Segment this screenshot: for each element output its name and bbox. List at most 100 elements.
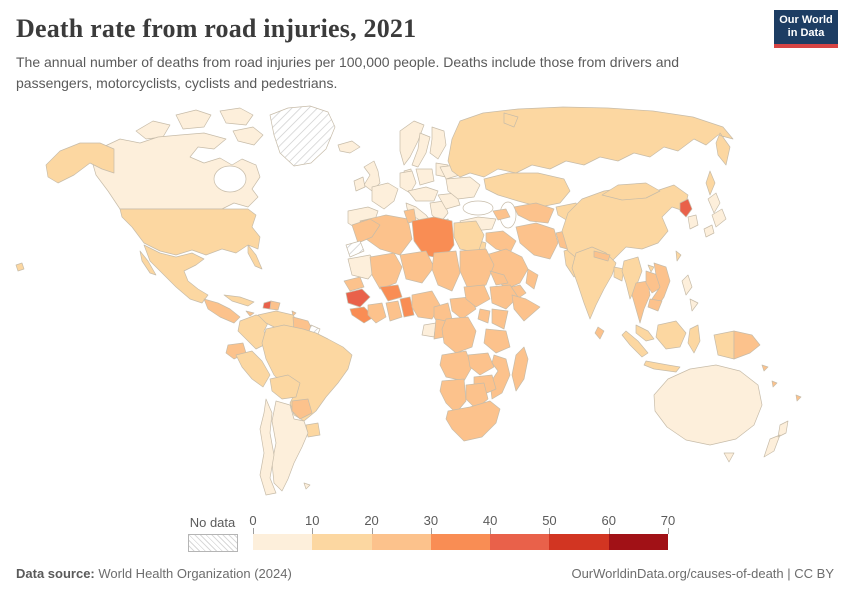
region-indonesia-java[interactable] [643, 360, 681, 373]
license-label[interactable]: CC BY [794, 566, 834, 581]
region-brazil[interactable] [261, 324, 353, 422]
region-alaska[interactable] [45, 142, 115, 184]
region-argentina[interactable] [271, 400, 309, 492]
region-indonesia-sulawesi[interactable] [687, 324, 701, 354]
region-malaysia[interactable] [635, 324, 655, 342]
region-angola[interactable] [439, 350, 473, 382]
region-russia[interactable] [447, 106, 734, 196]
region-nepal[interactable] [593, 250, 611, 262]
region-ukraine[interactable] [445, 176, 481, 200]
region-falkland-islands[interactable] [303, 482, 311, 490]
owid-logo[interactable]: Our World in Data [774, 10, 838, 48]
region-romania-bulgaria[interactable] [437, 192, 461, 210]
region-sri-lanka[interactable] [594, 326, 605, 340]
region-caucasus[interactable] [492, 208, 511, 221]
region-india[interactable] [571, 246, 617, 320]
region-turkmenistan-uzbekistan[interactable] [513, 202, 555, 224]
region-malawi-mozambique[interactable] [489, 354, 511, 400]
region-senegal-gambia[interactable] [343, 276, 365, 292]
region-finland[interactable] [429, 126, 447, 160]
region-france[interactable] [371, 182, 399, 210]
region-united-states[interactable] [15, 208, 263, 272]
region-cambodia[interactable] [647, 298, 663, 312]
region-democratic-republic-congo[interactable] [441, 316, 477, 354]
region-solomon-islands[interactable] [761, 364, 769, 372]
region-borneo[interactable] [655, 320, 687, 350]
region-norway[interactable] [399, 120, 425, 166]
region-japan[interactable] [703, 192, 727, 238]
region-indonesia-papua[interactable] [713, 330, 735, 360]
region-south-korea[interactable] [687, 214, 699, 230]
legend-bucket-30-40[interactable] [430, 534, 491, 550]
region-bangladesh[interactable] [613, 266, 625, 282]
region-mexico[interactable] [139, 244, 209, 304]
region-greenland-no-data[interactable] [269, 105, 336, 167]
region-eritrea-djibouti[interactable] [489, 270, 509, 286]
region-mongolia[interactable] [601, 182, 661, 201]
region-iceland[interactable] [337, 140, 361, 154]
legend-bucket-50-60[interactable] [549, 534, 609, 550]
region-central-america[interactable] [203, 298, 241, 324]
region-central-europe[interactable] [407, 186, 439, 202]
region-sudan[interactable] [459, 248, 495, 290]
region-kazakhstan[interactable] [483, 172, 571, 208]
owid-link[interactable]: OurWorldinData.org/causes-of-death [571, 566, 784, 581]
region-uruguay[interactable] [305, 422, 321, 438]
region-tanzania[interactable] [483, 328, 511, 354]
region-nigeria[interactable] [411, 290, 441, 320]
region-australia[interactable] [653, 364, 763, 446]
region-niger[interactable] [399, 250, 435, 284]
region-chad[interactable] [431, 250, 461, 292]
legend-bucket-20-30[interactable] [371, 534, 431, 550]
region-burkina-faso[interactable] [379, 284, 403, 302]
region-kenya[interactable] [491, 308, 509, 330]
region-fiji[interactable] [795, 394, 802, 402]
region-tasmania[interactable] [723, 452, 735, 463]
region-jamaica[interactable] [245, 310, 255, 317]
region-indonesia-sumatra[interactable] [621, 330, 649, 358]
region-gabon[interactable] [421, 322, 437, 338]
region-north-korea[interactable] [679, 198, 693, 218]
region-germany[interactable] [399, 170, 417, 194]
region-ireland[interactable] [353, 176, 366, 192]
region-togo-benin[interactable] [399, 296, 415, 318]
region-poland[interactable] [415, 168, 435, 186]
region-papua-new-guinea[interactable] [733, 330, 761, 360]
region-ghana[interactable] [385, 300, 403, 322]
region-western-sahara-no-data[interactable] [345, 240, 365, 258]
legend-no-data-swatch[interactable] [188, 534, 238, 552]
region-philippines[interactable] [681, 274, 699, 312]
region-mali[interactable] [369, 252, 403, 290]
region-peru[interactable] [235, 350, 271, 388]
region-syria-iraq[interactable] [485, 230, 517, 254]
legend-bucket-0-10[interactable] [253, 534, 313, 550]
region-zambia[interactable] [467, 352, 495, 376]
region-uganda[interactable] [477, 308, 491, 324]
region-ivory-coast[interactable] [367, 302, 387, 324]
region-paraguay[interactable] [291, 398, 313, 420]
region-iran[interactable] [515, 222, 559, 260]
region-thailand[interactable] [631, 280, 651, 324]
region-somalia[interactable] [511, 294, 541, 322]
region-bolivia[interactable] [269, 374, 301, 400]
region-canada-arctic-islands[interactable] [135, 107, 264, 146]
region-south-africa[interactable] [445, 400, 501, 442]
legend-bucket-40-50[interactable] [490, 534, 550, 550]
region-south-sudan[interactable] [463, 284, 491, 308]
region-chile[interactable] [259, 398, 277, 496]
legend-bucket-10-20[interactable] [312, 534, 372, 550]
region-ethiopia[interactable] [489, 284, 519, 310]
region-canada[interactable] [91, 132, 261, 210]
region-dominican-republic[interactable] [269, 300, 281, 311]
region-taiwan[interactable] [675, 250, 682, 262]
region-oman[interactable] [525, 268, 539, 290]
region-cuba[interactable] [223, 294, 255, 307]
region-guinea[interactable] [345, 288, 371, 308]
region-madagascar[interactable] [511, 346, 529, 392]
region-namibia[interactable] [439, 378, 467, 414]
region-new-zealand[interactable] [763, 420, 789, 458]
region-vanuatu[interactable] [771, 380, 778, 388]
region-morocco[interactable] [351, 218, 381, 244]
legend-bucket-60-70[interactable] [608, 534, 668, 550]
region-sweden[interactable] [411, 132, 431, 168]
